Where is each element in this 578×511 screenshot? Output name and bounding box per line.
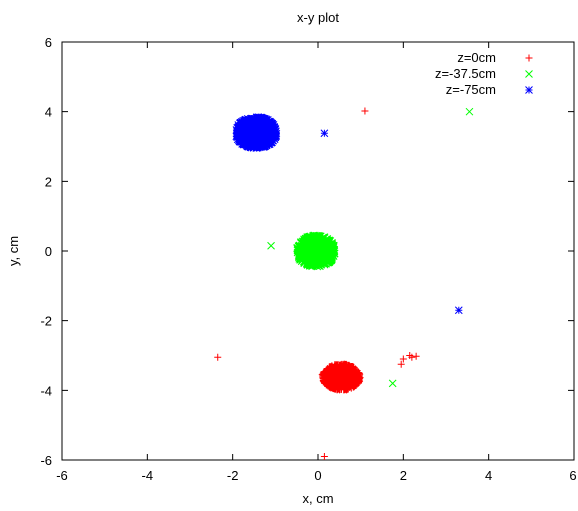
legend-label: z=-37.5cm bbox=[435, 66, 496, 81]
y-tick-label: -2 bbox=[40, 314, 52, 329]
legend: z=0cm z=-37.5cm z=-75cm bbox=[435, 50, 533, 97]
legend-marker bbox=[525, 86, 533, 94]
x-axis-label: x, cm bbox=[302, 491, 333, 506]
legend-marker bbox=[525, 70, 533, 78]
y-tick-label: -4 bbox=[40, 383, 52, 398]
point-cluster bbox=[232, 113, 281, 152]
legend-marker bbox=[525, 54, 533, 62]
y-tick-label: 2 bbox=[45, 174, 52, 189]
legend-label: z=-75cm bbox=[446, 82, 496, 97]
axis-ticks bbox=[61, 41, 575, 461]
data-point bbox=[412, 352, 420, 360]
data-point bbox=[465, 107, 474, 116]
series-1 bbox=[267, 107, 474, 388]
data-point bbox=[318, 371, 326, 379]
data-point bbox=[397, 360, 405, 368]
data-point bbox=[267, 241, 275, 250]
series-0 bbox=[214, 107, 420, 461]
y-tick-label: 0 bbox=[45, 244, 52, 259]
x-tick-label: 0 bbox=[314, 468, 321, 483]
series-2 bbox=[232, 113, 463, 315]
x-tick-label: -4 bbox=[142, 468, 154, 483]
y-axis-label: y, cm bbox=[6, 236, 21, 266]
data-point bbox=[320, 453, 328, 461]
chart-title: x-y plot bbox=[297, 10, 339, 25]
point-cluster bbox=[293, 231, 339, 271]
data-point bbox=[388, 379, 397, 388]
data-point bbox=[408, 353, 416, 361]
data-points bbox=[214, 107, 474, 461]
y-tick-label: -6 bbox=[40, 453, 52, 468]
point-cluster bbox=[319, 360, 364, 394]
y-tick-label: 6 bbox=[45, 35, 52, 50]
data-point bbox=[399, 355, 407, 363]
data-point bbox=[214, 353, 222, 361]
x-tick-label: 4 bbox=[485, 468, 492, 483]
x-tick-label: 6 bbox=[569, 468, 576, 483]
data-point bbox=[454, 306, 463, 315]
tick-marks bbox=[61, 41, 575, 461]
x-tick-label: 2 bbox=[400, 468, 407, 483]
data-point bbox=[361, 107, 369, 115]
legend-label: z=0cm bbox=[457, 50, 496, 65]
y-tick-label: 4 bbox=[45, 105, 52, 120]
x-tick-label: -6 bbox=[56, 468, 68, 483]
x-tick-label: -2 bbox=[227, 468, 239, 483]
data-point bbox=[320, 129, 329, 138]
